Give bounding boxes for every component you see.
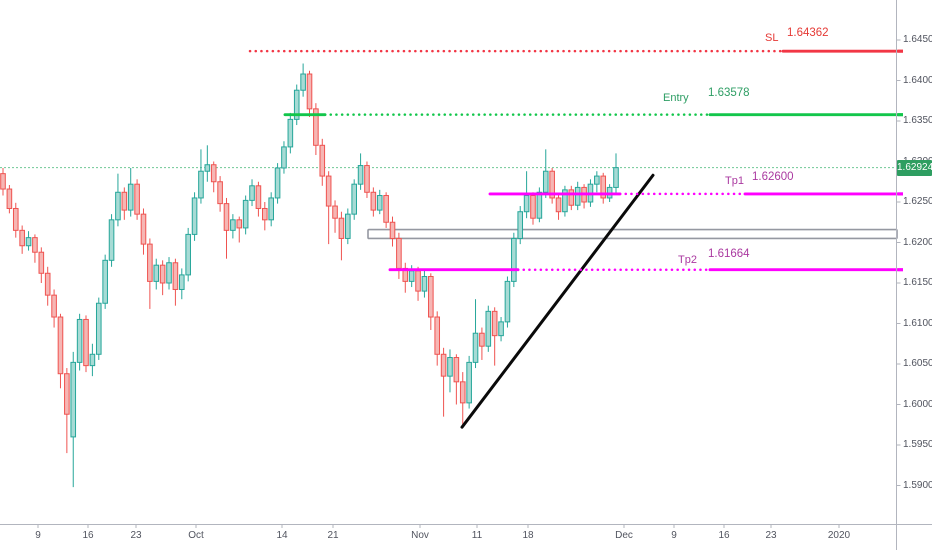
tp1-line-label[interactable]: Tp1 [725, 175, 744, 187]
range-box[interactable] [367, 228, 898, 240]
current-price-badge: 1.62924 [897, 159, 932, 176]
candlestick-series [0, 63, 619, 488]
tp2-line-label[interactable]: Tp2 [678, 254, 697, 266]
sl-line[interactable] [248, 49, 903, 53]
tp2-axis-tick [897, 268, 903, 272]
entry-line[interactable] [283, 113, 903, 117]
tp2-line[interactable] [388, 268, 903, 272]
entry-line-label[interactable]: Entry [663, 92, 689, 104]
sl-line-price: 1.64362 [787, 27, 829, 39]
sl-axis-tick [897, 49, 903, 53]
entry-line-price: 1.63578 [708, 87, 750, 99]
sl-line-label[interactable]: SL [765, 32, 779, 44]
tp2-line-price: 1.61664 [708, 248, 750, 260]
trendline[interactable] [460, 173, 655, 429]
entry-axis-tick [897, 113, 903, 117]
tp1-line-price: 1.62600 [752, 171, 794, 183]
tp1-axis-tick [897, 192, 903, 196]
tp1-line[interactable] [488, 192, 903, 196]
